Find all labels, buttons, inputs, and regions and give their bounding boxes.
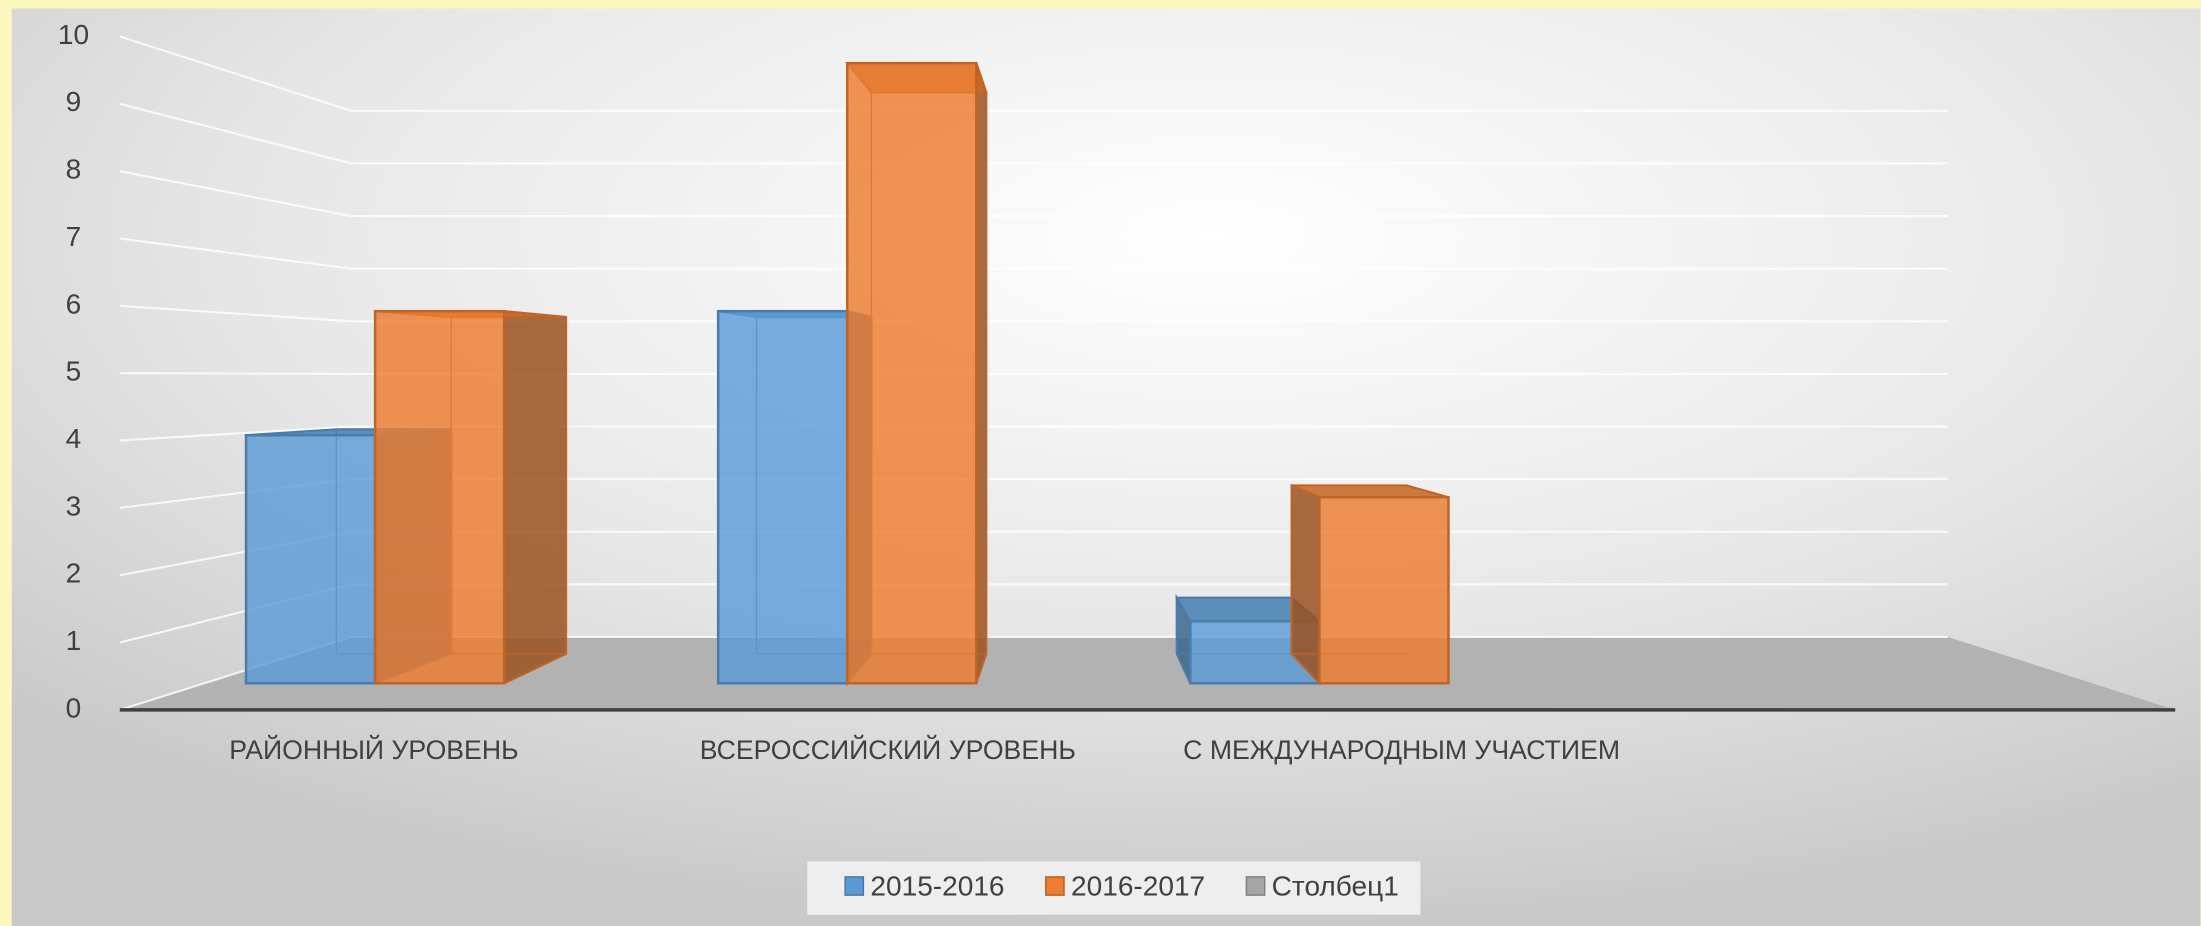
bar-side [975,62,988,684]
x-tick-label: ВСЕРОССИЙСКИЙ УРОВЕНЬ [700,735,1076,765]
bar-front [1318,495,1450,685]
bars [244,61,1450,687]
grid-line [119,35,1948,112]
y-tick-label: 9 [66,86,82,117]
x-tick-label: РАЙОННЫЙ УРОВЕНЬ [229,735,518,765]
y-tick-label: 2 [66,558,82,589]
legend-swatch [1045,876,1065,896]
y-tick-label: 5 [66,356,82,387]
bar-side [503,310,568,685]
grid-line [119,425,1948,442]
legend-box [807,861,1421,915]
grid-line [119,304,1948,323]
grid-line [119,372,1948,375]
legend-swatch [844,876,865,896]
floor [119,636,2176,710]
y-tick-label: 4 [66,423,82,454]
y-tick-label: 1 [66,625,82,656]
legend-label: Столбец1 [1272,871,1399,902]
bar-front [845,61,978,685]
bar [845,61,988,685]
bar [373,309,568,685]
bar [1290,483,1450,686]
bar-front [716,309,849,685]
y-tick-label: 6 [66,288,82,319]
y-tick-label: 10 [58,19,89,50]
legend-swatch [1245,876,1266,896]
y-tick-label: 0 [66,692,82,723]
x-tick-label: С МЕЖДУНАРОДНЫМ УЧАСТИЕМ [1183,735,1620,765]
y-tick-label: 3 [66,490,82,521]
grid-line [119,102,1948,165]
grid-line [119,170,1948,218]
legend-label: 2016-2017 [1071,871,1205,902]
bar-front [373,309,506,685]
grid-line [119,237,1948,270]
y-tick-label: 8 [66,154,82,185]
y-tick-label: 7 [66,221,82,252]
bar-front [244,433,377,685]
legend: 2015-2016 2016-2017 Столбец1 [844,871,1399,902]
legend-label: 2015-2016 [870,871,1004,902]
